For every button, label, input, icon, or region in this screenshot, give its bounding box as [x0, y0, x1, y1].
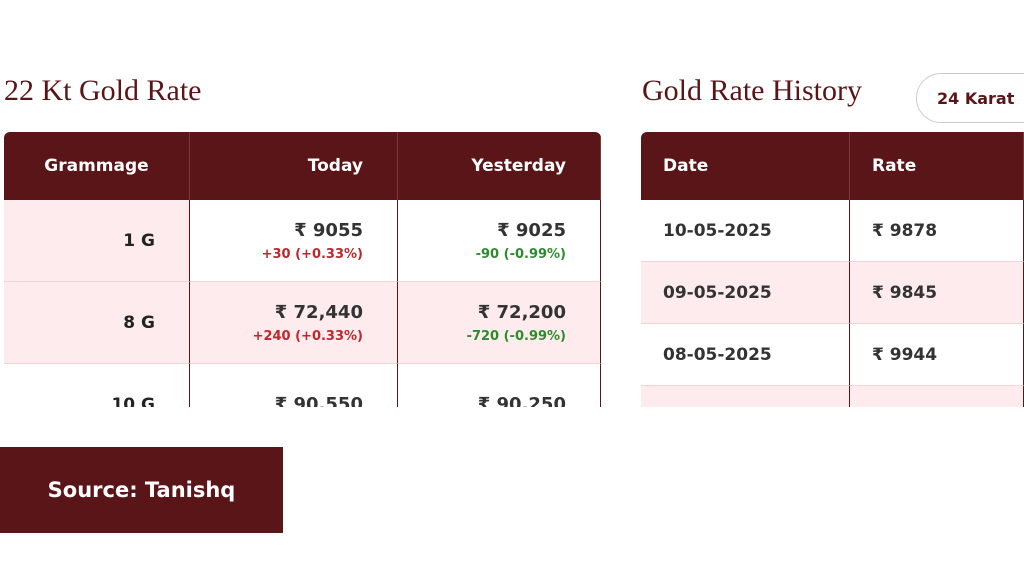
- today-price: ₹ 90,550: [274, 394, 363, 407]
- date-cell: 09-05-2025: [641, 262, 850, 324]
- today-price: ₹ 72,440: [274, 301, 363, 323]
- grammage: 1 G: [123, 230, 155, 251]
- rate-table: Grammage Today Yesterday 1 G ₹ 9055 +30 (+0.3…: [4, 132, 601, 407]
- source-label: Source: Tanishq: [0, 447, 283, 533]
- header-cell: Grammage: [4, 132, 190, 200]
- today-change: +240 (+0.33%): [252, 328, 363, 344]
- grammage-cell: 1 G: [4, 200, 190, 282]
- header-cell: Rate: [850, 132, 1024, 200]
- yesterday-price: ₹ 9025: [497, 219, 566, 241]
- today-change: +30 (+0.33%): [261, 246, 363, 262]
- header-cell: Today: [190, 132, 398, 200]
- row-cell: [850, 386, 1024, 407]
- grammage-cell: 8 G: [4, 282, 190, 364]
- history-title: Gold Rate History: [642, 74, 862, 107]
- yesterday-price: ₹ 90,250: [477, 394, 566, 407]
- yesterday-cell: ₹ 72,200 -720 (-0.99%): [398, 282, 601, 364]
- yesterday-price: ₹ 72,200: [477, 301, 566, 323]
- grammage: 10 G: [111, 394, 155, 408]
- today-cell: ₹ 90,550: [190, 364, 398, 407]
- today-cell: ₹ 72,440 +240 (+0.33%): [190, 282, 398, 364]
- yesterday-change: -720 (-0.99%): [466, 328, 566, 344]
- rate-cell: ₹ 9944: [850, 324, 1024, 386]
- karat-button[interactable]: 24 Karat: [916, 73, 1024, 123]
- rate-cell: ₹ 9845: [850, 262, 1024, 324]
- today-cell: ₹ 9055 +30 (+0.33%): [190, 200, 398, 282]
- date-cell: 08-05-2025: [641, 324, 850, 386]
- today-price: ₹ 9055: [294, 219, 363, 241]
- grammage-cell: 10 G: [4, 364, 190, 407]
- header-cell: Date: [641, 132, 850, 200]
- grammage: 8 G: [123, 312, 155, 333]
- header-cell: Yesterday: [398, 132, 601, 200]
- date-cell: 10-05-2025: [641, 200, 850, 262]
- row-cell: [641, 386, 850, 407]
- rate-cell: ₹ 9878: [850, 200, 1024, 262]
- rate-title: 22 Kt Gold Rate: [4, 74, 202, 107]
- yesterday-cell: ₹ 9025 -90 (-0.99%): [398, 200, 601, 282]
- yesterday-cell: ₹ 90,250: [398, 364, 601, 407]
- yesterday-change: -90 (-0.99%): [475, 246, 566, 262]
- history-table: Date Rate 10-05-2025 ₹ 9878 09-05-2025 ₹ 9845…: [641, 132, 1024, 407]
